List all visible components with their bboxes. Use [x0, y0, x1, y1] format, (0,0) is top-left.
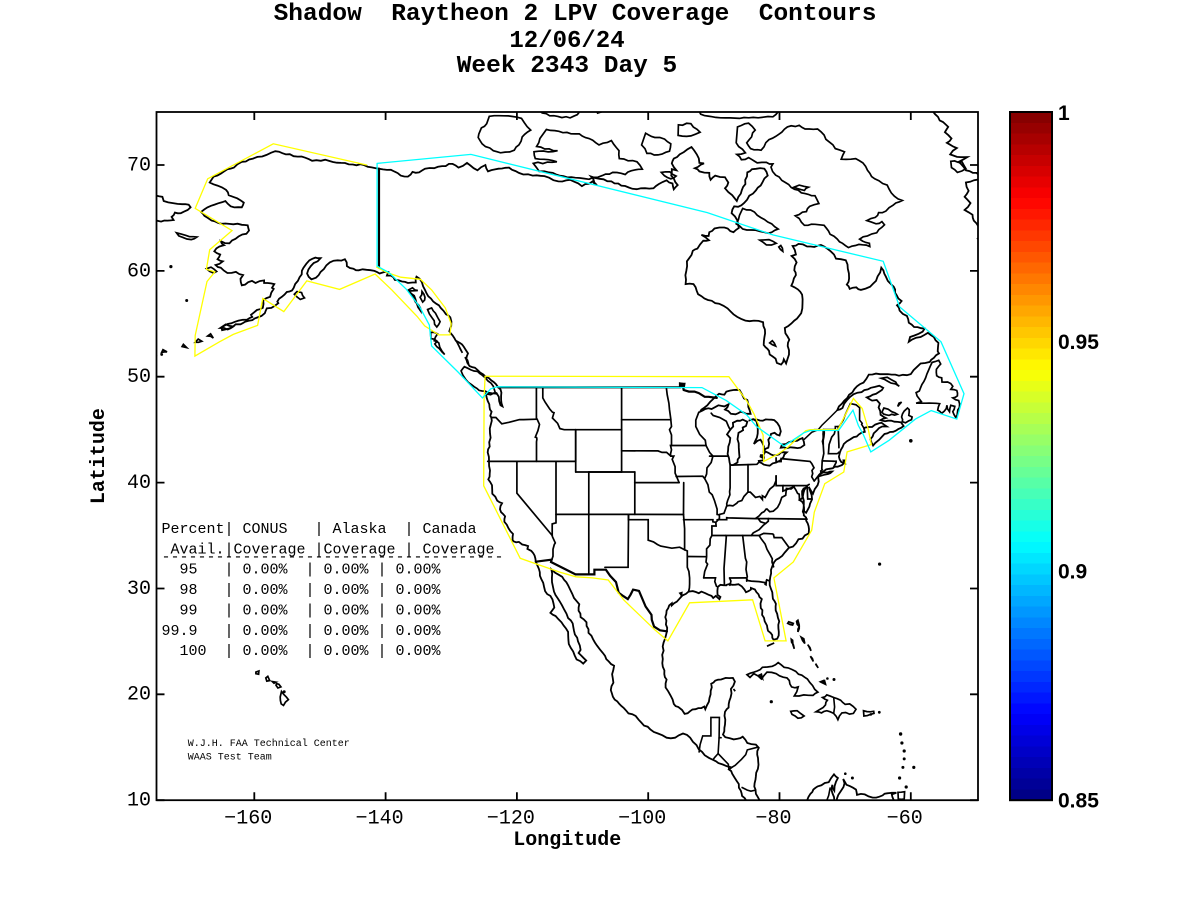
svg-text:40: 40	[127, 472, 151, 495]
svg-text:Week 2343 Day 5: Week 2343 Day 5	[457, 53, 678, 80]
svg-text:Shadow Raytheon 2 LPV Coverag: Shadow Raytheon 2 LPV Coverage Contours	[274, 1, 877, 28]
svg-text:−140: −140	[356, 808, 404, 831]
svg-text:0.95: 0.95	[1058, 331, 1099, 354]
svg-text:0.9: 0.9	[1058, 560, 1087, 583]
svg-text:1: 1	[1058, 102, 1070, 125]
svg-text:Percent| CONUS | Alaska | C: Percent| CONUS | Alaska | Canada	[162, 521, 477, 538]
svg-text:Latitude: Latitude	[88, 408, 111, 504]
svg-text:99 | 0.00% | 0.00% | 0.00%: 99 | 0.00% | 0.00% | 0.00%	[162, 602, 442, 619]
svg-text:−120: −120	[487, 808, 535, 831]
svg-text:60: 60	[127, 260, 151, 283]
svg-text:100 | 0.00% | 0.00% | 0.00%: 100 | 0.00% | 0.00% | 0.00%	[162, 643, 442, 660]
svg-text:−80: −80	[755, 808, 791, 831]
svg-text:10: 10	[127, 790, 151, 813]
svg-text:W.J.H. FAA Technical Center: W.J.H. FAA Technical Center	[188, 738, 350, 750]
svg-text:20: 20	[127, 684, 151, 707]
svg-text:0.85: 0.85	[1058, 790, 1099, 813]
svg-text:Avail.|Coverage |Coverage | Co: Avail.|Coverage |Coverage | Coverage	[162, 541, 495, 558]
svg-text:95 | 0.00% | 0.00% | 0.00%: 95 | 0.00% | 0.00% | 0.00%	[162, 562, 442, 579]
svg-text:12/06/24: 12/06/24	[509, 28, 624, 55]
svg-text:−100: −100	[618, 808, 666, 831]
svg-text:Longitude: Longitude	[513, 829, 621, 852]
svg-text:WAAS Test Team: WAAS Test Team	[188, 753, 272, 764]
svg-text:30: 30	[127, 578, 151, 601]
svg-text:−60: −60	[887, 808, 923, 831]
svg-text:99.9 | 0.00% | 0.00% | 0.00: 99.9 | 0.00% | 0.00% | 0.00%	[162, 623, 442, 640]
svg-text:−160: −160	[224, 808, 272, 831]
svg-text:98 | 0.00% | 0.00% | 0.00%: 98 | 0.00% | 0.00% | 0.00%	[162, 582, 442, 599]
svg-text:70: 70	[127, 154, 151, 177]
svg-text:------------------------------: --------------------------------------	[162, 549, 504, 566]
svg-text:50: 50	[127, 366, 151, 389]
